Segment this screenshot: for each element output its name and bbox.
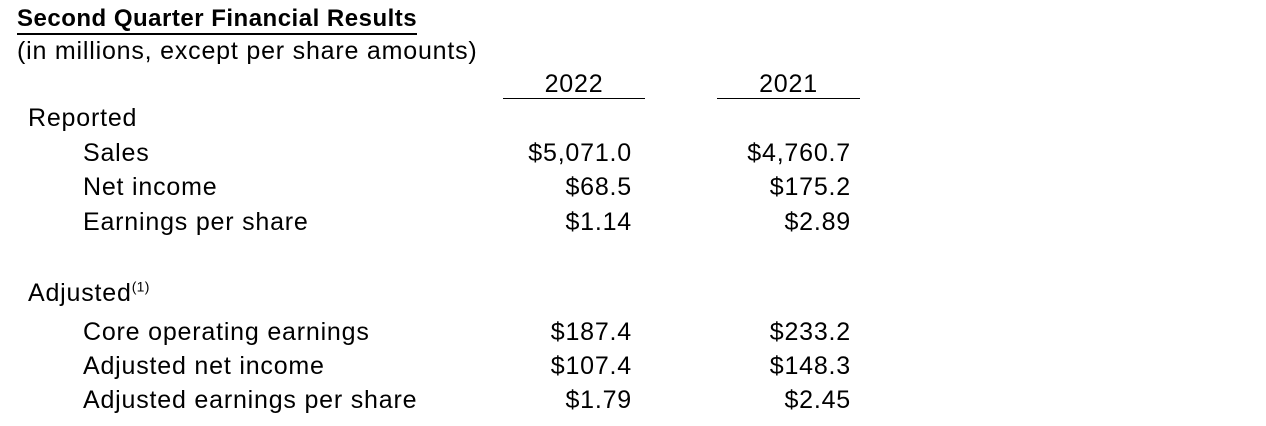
table-row-core-operating-earnings: Core operating earnings $187.4 $233.2 xyxy=(0,318,1266,346)
page-title-text: Second Quarter Financial Results xyxy=(17,5,418,35)
row-label: Net income xyxy=(83,173,218,201)
page-subtitle: (in millions, except per share amounts) xyxy=(17,37,478,65)
value-2022: $68.5 xyxy=(565,173,632,201)
value-2022: $1.14 xyxy=(565,208,632,236)
row-label: Adjusted earnings per share xyxy=(83,386,418,414)
table-row-adjusted-net-income: Adjusted net income $107.4 $148.3 xyxy=(0,352,1266,380)
section-label-text: Adjusted xyxy=(28,279,132,307)
row-label: Core operating earnings xyxy=(83,318,370,346)
value-2021: $4,760.7 xyxy=(747,139,851,167)
value-2021: $148.3 xyxy=(769,352,851,380)
row-label: Earnings per share xyxy=(83,208,309,236)
value-2021: $175.2 xyxy=(769,173,851,201)
value-2021: $2.89 xyxy=(784,208,851,236)
column-header-2022: 2022 xyxy=(503,71,645,99)
table-row-sales: Sales $5,071.0 $4,760.7 xyxy=(0,139,1266,167)
section-row-reported: Reported xyxy=(0,104,1266,132)
value-2022: $187.4 xyxy=(550,318,632,346)
section-label: Reported xyxy=(28,104,137,132)
row-label: Adjusted net income xyxy=(83,352,325,380)
value-2022: $1.79 xyxy=(565,386,632,414)
page-title: Second Quarter Financial Results xyxy=(17,5,418,35)
value-2022: $5,071.0 xyxy=(528,139,632,167)
section-label-text: Reported xyxy=(28,104,138,132)
table-row-adjusted-earnings-per-share: Adjusted earnings per share $1.79 $2.45 xyxy=(0,386,1266,414)
value-2021: $233.2 xyxy=(769,318,851,346)
value-2021: $2.45 xyxy=(784,386,851,414)
row-label: Sales xyxy=(83,139,150,167)
table-row-earnings-per-share: Earnings per share $1.14 $2.89 xyxy=(0,208,1266,236)
section-label: Adjusted(1) xyxy=(28,279,150,307)
value-2022: $107.4 xyxy=(550,352,632,380)
column-header-2021: 2021 xyxy=(717,71,860,99)
table-row-net-income: Net income $68.5 $175.2 xyxy=(0,173,1266,201)
section-footnote-marker: (1) xyxy=(131,278,150,295)
section-row-adjusted: Adjusted(1) xyxy=(0,279,1266,307)
